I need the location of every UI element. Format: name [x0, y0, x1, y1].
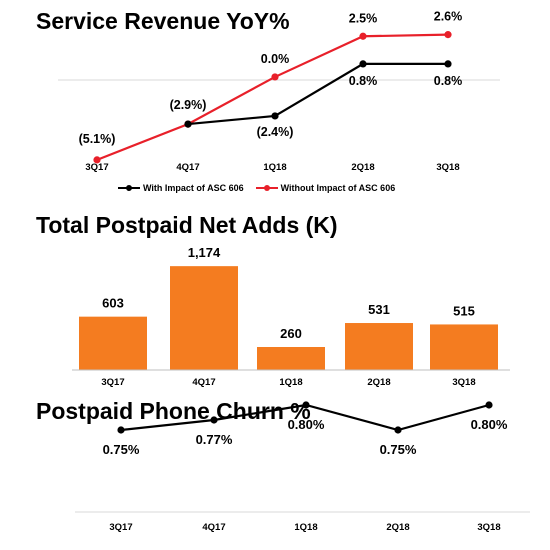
revenue-series-1-point: [271, 73, 279, 81]
revenue-data-label: 0.0%: [261, 52, 290, 66]
churn-point: [485, 401, 493, 409]
net-adds-x-tick-label: 3Q18: [452, 377, 475, 388]
churn-data-label: 0.77%: [196, 432, 233, 447]
net-adds-bar: [345, 323, 413, 370]
legend-swatch-red: [255, 185, 278, 191]
revenue-x-tick-label: 4Q17: [176, 162, 199, 173]
revenue-data-label: (5.1%): [79, 132, 116, 146]
revenue-x-tick-label: 1Q18: [263, 162, 286, 173]
revenue-data-label: (2.4%): [257, 125, 294, 139]
legend-item-with-asc606: With Impact of ASC 606: [118, 183, 244, 193]
revenue-x-tick-label: 3Q17: [85, 162, 108, 173]
churn-data-label: 0.80%: [471, 417, 508, 432]
revenue-x-tick-label: 2Q18: [351, 162, 374, 173]
net-adds-x-tick-label: 4Q17: [192, 377, 215, 388]
churn-point: [117, 426, 125, 434]
revenue-series-1-point: [359, 32, 367, 40]
churn-point: [302, 401, 310, 409]
revenue-data-label: (2.9%): [170, 98, 207, 112]
legend-swatch-black: [118, 185, 140, 191]
net-adds-value-label: 1,174: [188, 245, 221, 260]
net-adds-x-tick-label: 2Q18: [367, 377, 390, 388]
revenue-chart-title: Service Revenue YoY%: [36, 8, 290, 34]
net-adds-bar: [170, 266, 238, 370]
revenue-data-label: 0.8%: [434, 74, 463, 88]
legend-label-with-asc606: With Impact of ASC 606: [143, 183, 244, 193]
net-adds-value-label: 515: [453, 303, 475, 318]
net-adds-bar: [257, 347, 325, 370]
churn-data-label: 0.75%: [103, 442, 140, 457]
churn-x-tick-label: 4Q17: [202, 522, 225, 533]
revenue-series-0-point: [359, 60, 367, 68]
revenue-data-label: 2.5%: [349, 11, 378, 25]
churn-data-label: 0.75%: [380, 442, 417, 457]
revenue-series-1-point: [93, 156, 101, 164]
revenue-data-label: 0.8%: [349, 74, 378, 88]
net-adds-x-tick-label: 3Q17: [101, 377, 124, 388]
revenue-series-0-point: [271, 112, 279, 120]
churn-x-tick-label: 2Q18: [386, 522, 409, 533]
churn-x-tick-label: 3Q18: [477, 522, 500, 533]
revenue-series-0-point: [184, 120, 192, 128]
revenue-x-tick-label: 3Q18: [436, 162, 459, 173]
net-adds-bar: [79, 316, 147, 370]
churn-point: [394, 426, 402, 434]
legend-label-without-asc606: Without Impact of ASC 606: [280, 183, 396, 193]
net-adds-value-label: 531: [368, 302, 390, 317]
revenue-chart-legend: With Impact of ASC 606 Without Impact of…: [118, 183, 407, 193]
revenue-series-1-point: [444, 31, 452, 39]
churn-point: [210, 416, 218, 424]
net-adds-x-tick-label: 1Q18: [279, 377, 302, 388]
net-adds-value-label: 603: [102, 296, 124, 311]
revenue-series-line-0: [187, 62, 448, 126]
revenue-series-0-point: [444, 60, 452, 68]
net-adds-chart-title: Total Postpaid Net Adds (K): [36, 212, 338, 238]
net-adds-value-label: 260: [280, 326, 302, 341]
churn-data-label: 0.80%: [288, 417, 325, 432]
churn-x-tick-label: 1Q18: [294, 522, 317, 533]
churn-x-tick-label: 3Q17: [109, 522, 132, 533]
revenue-data-label: 2.6%: [434, 10, 463, 24]
legend-item-without-asc606: Without Impact of ASC 606: [255, 183, 396, 193]
net-adds-bar: [430, 324, 498, 370]
